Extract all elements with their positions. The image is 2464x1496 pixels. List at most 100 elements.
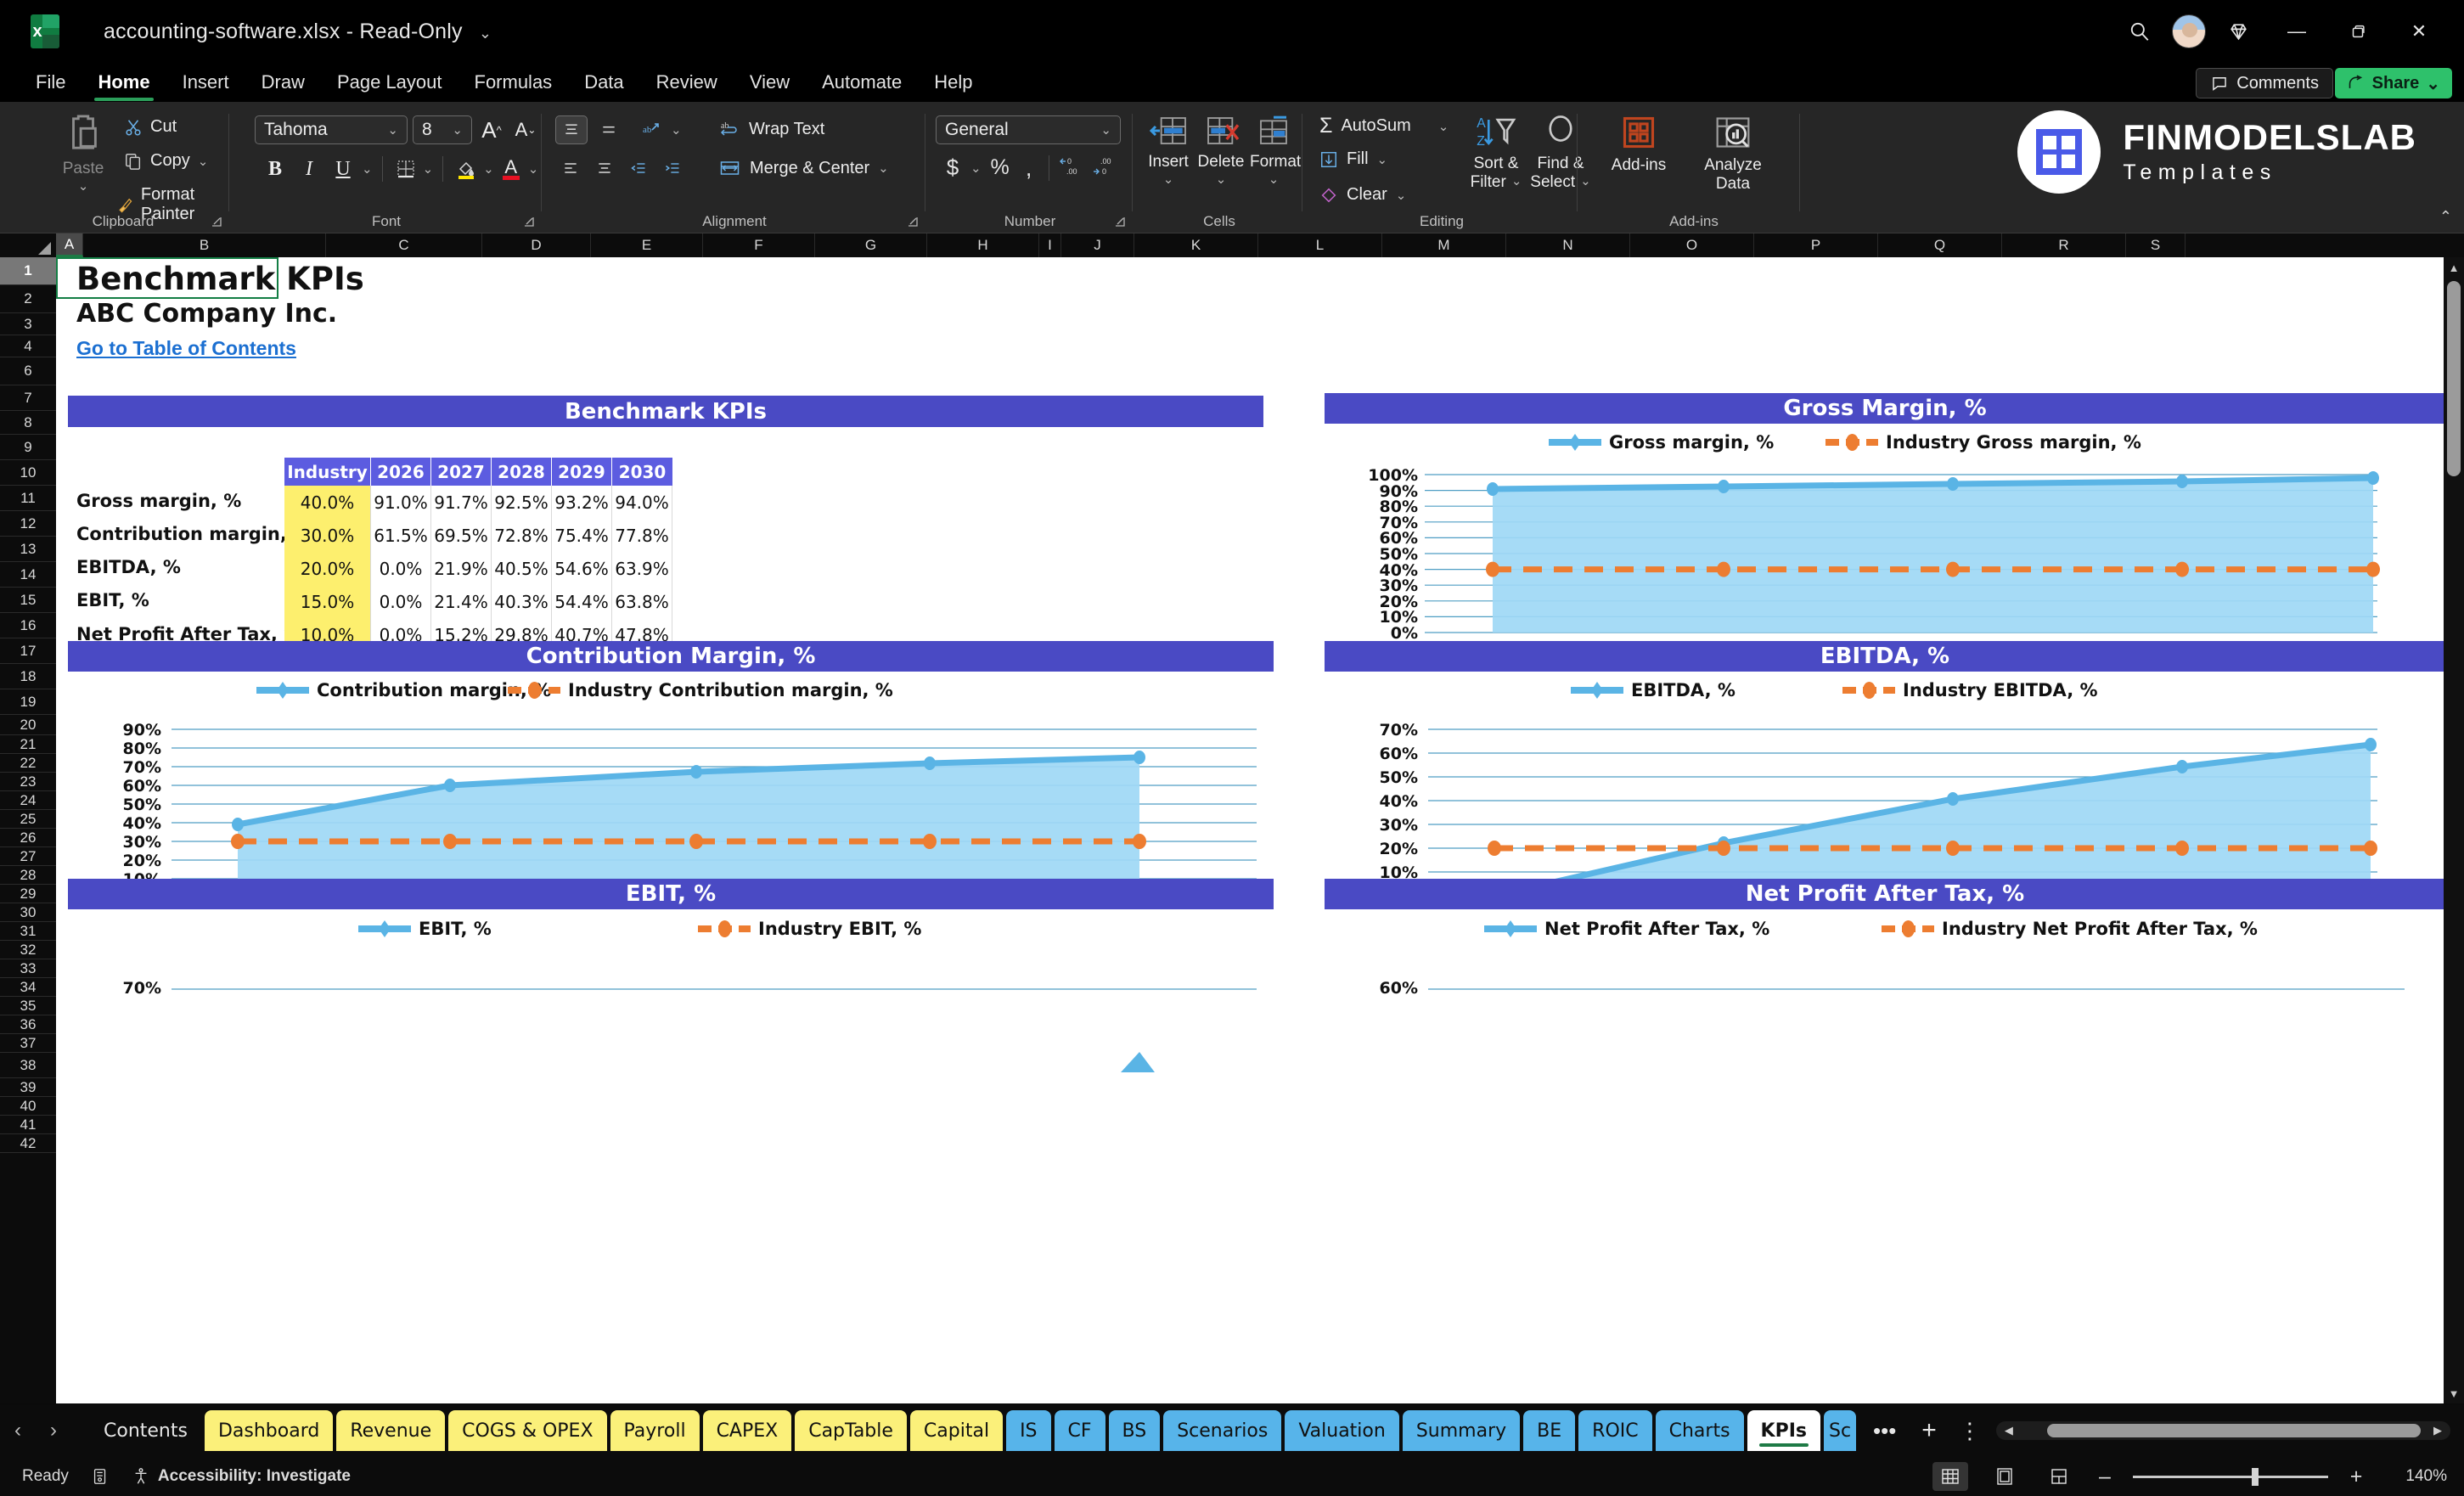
row-header-31[interactable]: 31 (0, 922, 56, 941)
row-header-11[interactable]: 11 (0, 486, 56, 511)
sheet-tab-valuation[interactable]: Valuation (1285, 1410, 1399, 1451)
zoom-slider-thumb[interactable] (2238, 1467, 2259, 1486)
row-header-42[interactable]: 42 (0, 1134, 56, 1153)
alignment-expander-icon[interactable] (907, 216, 919, 230)
row-header-19[interactable]: 19 (0, 689, 56, 715)
increase-decimal-button[interactable]: 0 .00 (1059, 155, 1086, 181)
row-header-23[interactable]: 23 (0, 773, 56, 791)
row-header-7[interactable]: 7 (0, 385, 56, 411)
orientation-button[interactable]: ab (635, 115, 667, 144)
underline-button[interactable]: U (335, 157, 351, 180)
row-header-40[interactable]: 40 (0, 1097, 56, 1116)
select-all-corner[interactable] (0, 233, 56, 257)
font-color-chevron-down-icon[interactable]: ⌄ (527, 162, 539, 177)
worksheet-grid[interactable]: Benchmark KPIs ABC Company Inc. Go to Ta… (56, 257, 2464, 1403)
accessibility-status[interactable]: Accessibility: Investigate (132, 1467, 351, 1486)
font-name-chevron-down-icon[interactable]: ⌄ (387, 123, 398, 138)
row-header-30[interactable]: 30 (0, 903, 56, 922)
row-header-10[interactable]: 10 (0, 460, 56, 486)
row-header-17[interactable]: 17 (0, 638, 56, 664)
row-header-18[interactable]: 18 (0, 664, 56, 689)
column-header-C[interactable]: C (326, 233, 482, 257)
wrap-text-button[interactable]: ab Wrap Text (718, 119, 824, 139)
search-icon[interactable] (2116, 11, 2163, 52)
row-header-14[interactable]: 14 (0, 562, 56, 588)
column-header-Q[interactable]: Q (1878, 233, 2002, 257)
autosum-chevron-down-icon[interactable]: ⌄ (1437, 119, 1449, 134)
column-header-B[interactable]: B (83, 233, 326, 257)
row-header-28[interactable]: 28 (0, 866, 56, 885)
fill-color-button[interactable] (453, 155, 480, 183)
row-header-12[interactable]: 12 (0, 511, 56, 537)
copy-button[interactable]: Copy ⌄ (124, 151, 208, 171)
column-header-P[interactable]: P (1754, 233, 1878, 257)
tab-review[interactable]: Review (655, 71, 717, 93)
font-expander-icon[interactable] (523, 216, 535, 230)
column-header-K[interactable]: K (1134, 233, 1258, 257)
row-header-39[interactable]: 39 (0, 1078, 56, 1097)
row-header-16[interactable]: 16 (0, 613, 56, 638)
column-header-O[interactable]: O (1630, 233, 1754, 257)
row-header-36[interactable]: 36 (0, 1015, 56, 1034)
document-title[interactable]: accounting-software.xlsx - Read-Only ⌄ (104, 20, 492, 44)
sheet-tab-be[interactable]: BE (1523, 1410, 1576, 1451)
zoom-level-label[interactable]: 140% (2405, 1467, 2447, 1485)
row-header-4[interactable]: 4 (0, 335, 56, 357)
number-format-chevron-down-icon[interactable]: ⌄ (1100, 123, 1111, 138)
cut-button[interactable]: Cut (124, 117, 177, 137)
column-header-G[interactable]: G (815, 233, 927, 257)
format-chevron-down-icon[interactable]: ⌄ (1268, 172, 1280, 187)
decrease-indent-button[interactable] (623, 155, 654, 182)
tab-help[interactable]: Help (934, 71, 973, 93)
row-header-24[interactable]: 24 (0, 791, 56, 810)
underline-chevron-down-icon[interactable]: ⌄ (362, 162, 373, 177)
tab-data[interactable]: Data (584, 71, 624, 93)
font-size-chevron-down-icon[interactable]: ⌄ (452, 123, 463, 138)
row-header-34[interactable]: 34 (0, 978, 56, 997)
fill-color-chevron-down-icon[interactable]: ⌄ (483, 162, 494, 177)
sort-filter-button[interactable]: A Z Sort & Filter ⌄ (1465, 114, 1527, 192)
column-header-H[interactable]: H (927, 233, 1039, 257)
row-header-41[interactable]: 41 (0, 1116, 56, 1134)
insert-chevron-down-icon[interactable]: ⌄ (1162, 172, 1174, 187)
align-left-button[interactable] (555, 155, 586, 182)
row-header-35[interactable]: 35 (0, 997, 56, 1015)
horizontal-scroll-thumb[interactable] (2046, 1424, 2421, 1437)
tab-insert[interactable]: Insert (182, 71, 229, 93)
row-header-22[interactable]: 22 (0, 754, 56, 773)
row-header-3[interactable]: 3 (0, 313, 56, 335)
find-select-chevron-down-icon[interactable]: ⌄ (1580, 174, 1591, 188)
increase-font-size-button[interactable]: A ^ (481, 116, 502, 143)
active-cell-a1[interactable] (56, 257, 278, 299)
column-header-J[interactable]: J (1061, 233, 1134, 257)
column-header-E[interactable]: E (591, 233, 703, 257)
zoom-in-button[interactable]: + (2349, 1464, 2363, 1488)
increase-indent-button[interactable] (657, 155, 688, 182)
hscroll-right-icon[interactable]: ▶ (2433, 1424, 2442, 1437)
merge-center-button[interactable]: Merge & Center ⌄ (718, 158, 889, 178)
number-format-select[interactable]: General ⌄ (936, 115, 1121, 144)
decrease-decimal-button[interactable]: .00 0 (1092, 155, 1119, 181)
row-header-13[interactable]: 13 (0, 537, 56, 562)
copy-chevron-down-icon[interactable]: ⌄ (197, 154, 209, 169)
previous-sheet-button[interactable]: ‹ (14, 1419, 21, 1442)
sheet-tab-capital[interactable]: Capital (909, 1410, 1004, 1451)
chart-net-profit-after-tax[interactable]: Net Profit After Tax, % Net Profit After… (1325, 879, 2445, 1159)
format-cells-button[interactable]: Format ⌄ (1250, 114, 1301, 187)
page-layout-icon[interactable] (1987, 1462, 2022, 1491)
diamond-icon[interactable] (2214, 11, 2262, 52)
row-header-37[interactable]: 37 (0, 1034, 56, 1053)
percent-format-button[interactable]: % (990, 155, 1010, 179)
row-header-38[interactable]: 38 (0, 1053, 56, 1078)
normal-view-icon[interactable] (1932, 1462, 1968, 1491)
share-chevron-down-icon[interactable]: ⌄ (2426, 74, 2440, 93)
currency-chevron-down-icon[interactable]: ⌄ (970, 160, 982, 176)
row-header-9[interactable]: 9 (0, 435, 56, 460)
horizontal-scrollbar[interactable]: ◀ ▶ (1995, 1421, 2450, 1440)
column-header-N[interactable]: N (1506, 233, 1630, 257)
zoom-slider[interactable] (2133, 1467, 2328, 1486)
align-center-button[interactable] (589, 155, 620, 182)
sheet-tab-contents[interactable]: Contents (104, 1420, 188, 1442)
column-header-I[interactable]: I (1039, 233, 1061, 257)
row-header-26[interactable]: 26 (0, 829, 56, 847)
